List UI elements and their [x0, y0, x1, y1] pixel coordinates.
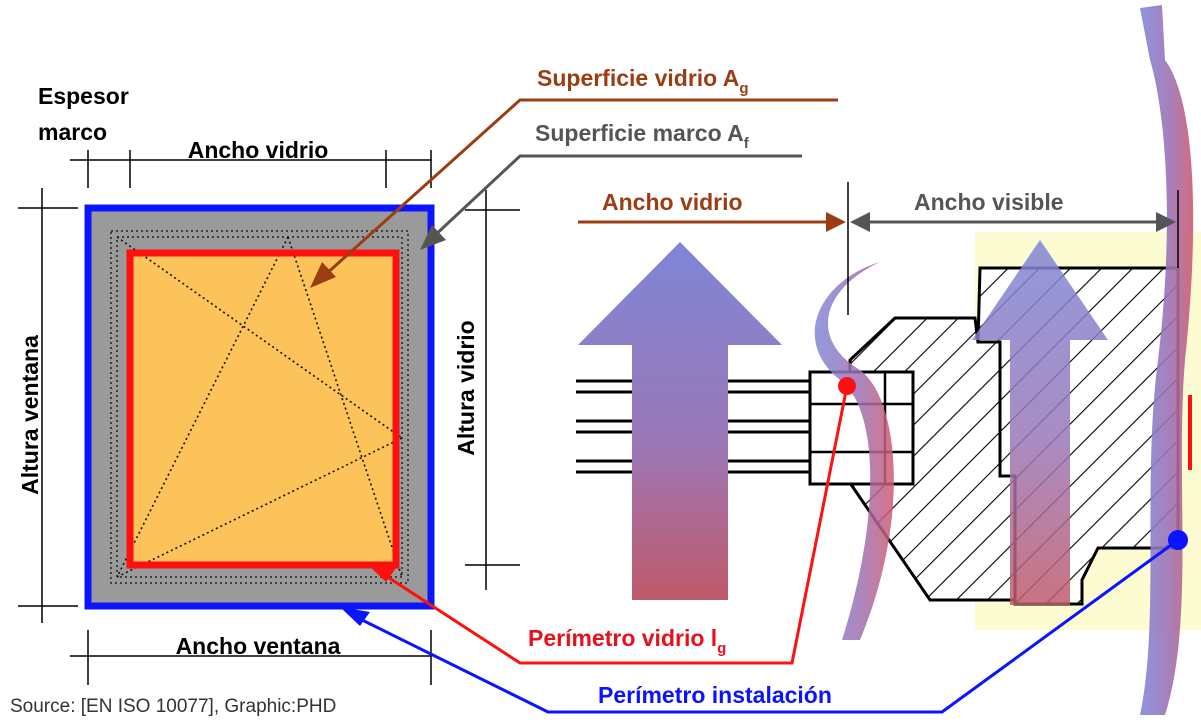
visible-width-arrow: [850, 212, 1176, 232]
heat-flow-arrow-glass: [578, 242, 782, 600]
glass-perimeter-outline: [126, 249, 400, 569]
glass-perimeter-label: Perímetro vidrio lg: [528, 625, 726, 657]
installation-perimeter-leader: [340, 530, 1188, 714]
glass-area: [130, 253, 396, 565]
glass-perimeter-leader: [366, 377, 856, 665]
opening-lines: [116, 236, 403, 578]
section-glass-width-label: Ancho vidrio: [602, 189, 743, 215]
sash-dotted-inner: [116, 236, 403, 578]
heat-flow-arrow-frame: [972, 240, 1108, 605]
section-dimension-lines: [847, 182, 1179, 315]
frame-thickness-label: Espesor: [38, 83, 129, 109]
glass-area-subscript: g: [739, 80, 748, 97]
frame-area-label: Superficie marco Af: [535, 120, 750, 152]
window-height-label: Altura ventana: [17, 335, 43, 495]
glass-area-text: Superficie vidrio A: [537, 65, 739, 91]
frame-area-subscript: f: [744, 135, 750, 152]
source-credit: Source: [EN ISO 10077], Graphic:PHD: [10, 696, 336, 717]
frame-area-leader: [420, 154, 802, 250]
heat-flow-curve-left: [814, 262, 894, 640]
visible-width-label: Ancho visible: [914, 189, 1064, 215]
glass-area-leader: [310, 98, 838, 288]
window-perimeter-outline: [84, 204, 435, 610]
window-width-label: Ancho ventana: [176, 633, 341, 659]
glass-width-arrow: [578, 212, 846, 232]
installation-perimeter-label: Perímetro instalación: [598, 682, 832, 708]
glass-perimeter-subscript: g: [717, 640, 726, 657]
window-elevation: [84, 204, 435, 610]
glass-area-label: Superficie vidrio Ag: [537, 65, 749, 97]
sash-dotted-outline: [110, 230, 409, 584]
glass-perimeter-text: Perímetro vidrio l: [528, 625, 717, 651]
frame-thickness-label-2: marco: [38, 119, 107, 145]
glass-height-label: Altura vidrio: [453, 320, 479, 455]
glass-width-label: Ancho vidrio: [188, 137, 329, 163]
frame-area-text: Superficie marco A: [535, 120, 744, 146]
dimension-lines: [18, 150, 520, 685]
